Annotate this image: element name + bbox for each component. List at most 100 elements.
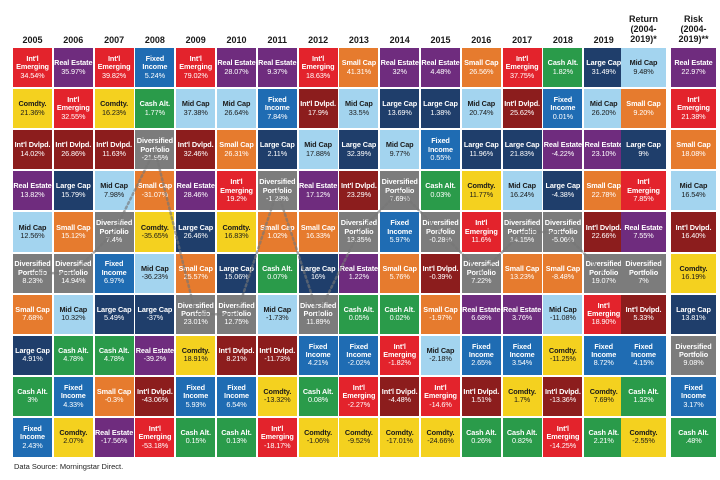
return-value: 37.38%	[183, 107, 208, 117]
cell-intl-dvlpd: Int'l Dvlpd. 16.40%	[671, 212, 716, 252]
cell-real-estate: Real Estate 6.68%	[461, 294, 501, 334]
asset-class-label: Large Cap	[586, 58, 622, 68]
cell-cash-alt: Cash Alt. 1.77%	[135, 89, 175, 129]
cell-large-cap: Large Cap 32.39%	[339, 130, 379, 170]
asset-class-label: Comdty.	[629, 428, 658, 438]
return-value: -1.06%	[306, 436, 330, 446]
return-value: 5.97%	[389, 235, 410, 245]
asset-class-label: Fixed Income	[305, 341, 331, 360]
cell-mid-cap: Mid Cap 33.5%	[339, 89, 379, 129]
year-header: 2012	[308, 35, 329, 45]
return-value: 16.19%	[681, 272, 706, 282]
asset-class-label: Cash Alt.	[678, 428, 709, 438]
cell-fixed-income: Fixed Income 0.01%	[543, 89, 583, 129]
asset-class-label: Large Cap	[463, 140, 499, 150]
return-value: 4.78%	[103, 354, 125, 364]
asset-class-label: Int'l Dvlpd.	[675, 222, 712, 232]
asset-class-label: Large Cap	[504, 140, 540, 150]
asset-class-label: Diversified Portfolio	[463, 259, 500, 277]
cell-diversified: Diversified Portfolio -0.28%	[421, 212, 460, 252]
return-value: 2.43%	[22, 440, 43, 450]
cell-intl-emerging: Int'l Emerging 79.02%	[176, 48, 216, 88]
return-value: -0.3%	[104, 395, 124, 405]
asset-class-label: Fixed Income	[387, 218, 413, 236]
cell-diversified: Diversified Portfolio 7.22%	[461, 253, 501, 293]
cell-mid-cap: Mid Cap 16.54%	[671, 171, 716, 211]
cell-diversified: Diversified Portfolio 14.94%	[53, 253, 93, 293]
return-value: 21.38%	[681, 111, 706, 121]
cell-intl-dvlpd: Int'l Dvlpd. -0.39%	[421, 253, 460, 293]
cell-real-estate: Real Estate 28.46%	[176, 171, 216, 211]
return-value: -24.66%	[427, 436, 454, 446]
return-value: 0.05%	[348, 313, 369, 323]
return-value: 0.13%	[226, 436, 247, 446]
return-value: -4.38%	[551, 189, 575, 199]
asset-class-label: Mid Cap	[426, 345, 455, 355]
cell-intl-emerging: Int'l Emerging 37.75%	[502, 48, 542, 88]
cell-real-estate: Real Estate -39.2%	[135, 335, 175, 375]
return-value: -43.06%	[141, 395, 169, 405]
asset-class-label: Fixed Income	[468, 341, 494, 360]
asset-class-label: Diversified Portfolio	[259, 177, 296, 195]
return-value: 13.69%	[387, 107, 412, 117]
asset-class-label: Mid Cap	[385, 140, 414, 150]
cell-intl-emerging: Int'l Emerging 34.54%	[13, 48, 52, 88]
cell-cash-alt: Cash Alt. 0.13%	[217, 417, 256, 458]
return-value: 9.77%	[389, 148, 410, 158]
return-value: 28.07%	[224, 66, 249, 76]
cell-cash-alt: Cash Alt. 0.05%	[339, 294, 379, 334]
return-value: 18.08%	[681, 148, 706, 158]
cell-large-cap: Large Cap 26.46%	[176, 212, 216, 252]
return-value: 22.66%	[591, 230, 616, 240]
cell-large-cap: Large Cap -4.38%	[543, 171, 583, 211]
asset-class-label: Comdty.	[100, 99, 129, 109]
return-value: 16.40%	[681, 230, 706, 240]
return-value: -1.28%	[266, 194, 289, 204]
asset-class-label: Int'l Dvlpd.	[259, 345, 296, 355]
cell-large-cap: Large Cap 11.96%	[461, 130, 501, 170]
return-value: 16%	[310, 272, 326, 282]
return-value: 6.68%	[471, 313, 492, 323]
cell-mid-cap: Mid Cap 26.64%	[217, 89, 256, 129]
year-header: 2011	[267, 35, 288, 45]
asset-class-label: Int'l Emerging	[97, 53, 131, 72]
cell-cash-alt: Cash Alt. 0.26%	[461, 417, 501, 458]
return-value: -1.97%	[429, 313, 452, 323]
cell-real-estate: Real Estate 22.97%	[671, 48, 716, 88]
cell-mid-cap: Mid Cap 16.24%	[502, 171, 542, 211]
year-header: 2015	[430, 35, 451, 45]
cell-comdty: Comdty. 1.7%	[502, 376, 542, 416]
asset-class-label: Comdty.	[679, 263, 708, 273]
asset-class-label: Cash Alt.	[466, 428, 497, 438]
return-value: 5.76%	[389, 272, 410, 282]
return-value: 35.97%	[61, 66, 86, 76]
cell-small-cap: Small Cap -0.3%	[94, 376, 134, 416]
return-value: -35.65%	[141, 230, 169, 240]
return-value: 0.08%	[307, 395, 329, 405]
cell-real-estate: Real Estate -17.56%	[94, 417, 134, 458]
cell-large-cap: Large Cap 15.06%	[217, 253, 256, 293]
asset-class-label: Int'l Dvlpd.	[177, 140, 214, 150]
return-value: 7%	[638, 276, 649, 286]
asset-class-label: Fixed Income	[631, 341, 656, 360]
return-value: 17.12%	[306, 189, 331, 199]
year-header: 2019	[593, 35, 614, 45]
cell-intl-emerging: Int'l Emerging 11.6%	[461, 212, 501, 252]
asset-class-label: Int'l Emerging	[220, 177, 253, 195]
year-header: 2008	[144, 35, 165, 45]
return-value: -39.2%	[143, 354, 167, 364]
return-value: 17.88%	[306, 148, 331, 158]
return-value: 13.35%	[346, 235, 371, 245]
return-value: -36.23%	[141, 272, 169, 282]
asset-class-label: Small Cap	[341, 58, 377, 68]
cell-intl-dvlpd: Int'l Dvlpd. 32.46%	[176, 130, 216, 170]
return-value: 3.54%	[511, 358, 533, 368]
return-value: 2.07%	[63, 436, 84, 446]
asset-class-label: Mid Cap	[222, 99, 251, 109]
return-value: 6.54%	[226, 399, 247, 409]
return-value: 16.83%	[224, 230, 249, 240]
return-header: Return (2004- 2019)*	[629, 14, 658, 44]
asset-class-label: Int'l Emerging	[627, 177, 660, 195]
asset-class-label: Fixed Income	[101, 259, 127, 277]
asset-class-label: Int'l Emerging	[179, 53, 213, 72]
